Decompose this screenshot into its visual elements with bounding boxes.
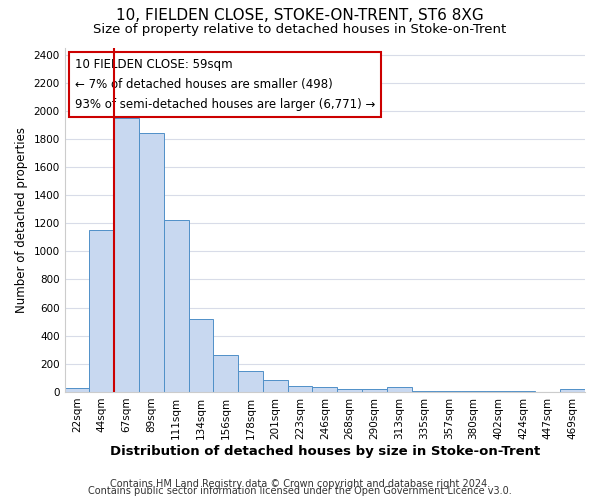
Bar: [287, 386, 313, 392]
Bar: [214, 354, 238, 392]
Bar: [337, 389, 362, 392]
Bar: [89, 230, 114, 392]
Bar: [114, 118, 139, 392]
Bar: [387, 386, 412, 392]
Bar: [188, 319, 214, 392]
Bar: [560, 389, 585, 392]
X-axis label: Distribution of detached houses by size in Stoke-on-Trent: Distribution of detached houses by size …: [110, 444, 540, 458]
Text: 10 FIELDEN CLOSE: 59sqm
← 7% of detached houses are smaller (498)
93% of semi-de: 10 FIELDEN CLOSE: 59sqm ← 7% of detached…: [75, 58, 376, 111]
Bar: [65, 388, 89, 392]
Bar: [164, 220, 188, 392]
Bar: [313, 386, 337, 392]
Bar: [362, 389, 387, 392]
Bar: [238, 371, 263, 392]
Y-axis label: Number of detached properties: Number of detached properties: [15, 126, 28, 312]
Text: Size of property relative to detached houses in Stoke-on-Trent: Size of property relative to detached ho…: [94, 22, 506, 36]
Text: Contains public sector information licensed under the Open Government Licence v3: Contains public sector information licen…: [88, 486, 512, 496]
Text: Contains HM Land Registry data © Crown copyright and database right 2024.: Contains HM Land Registry data © Crown c…: [110, 479, 490, 489]
Bar: [139, 134, 164, 392]
Text: 10, FIELDEN CLOSE, STOKE-ON-TRENT, ST6 8XG: 10, FIELDEN CLOSE, STOKE-ON-TRENT, ST6 8…: [116, 8, 484, 22]
Bar: [263, 380, 287, 392]
